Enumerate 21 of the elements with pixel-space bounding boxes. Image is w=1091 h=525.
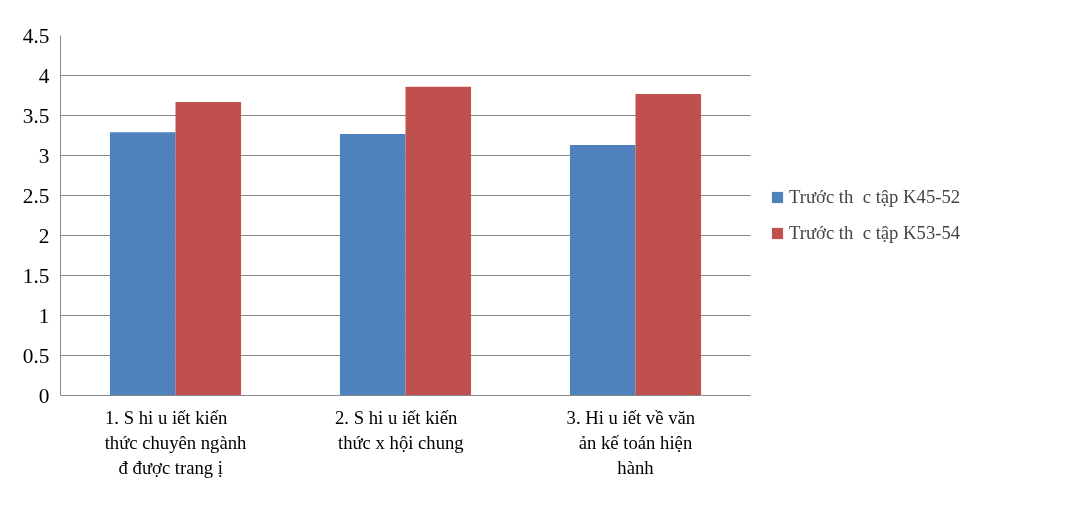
bar xyxy=(405,86,472,396)
y-tick-label: 1.5 xyxy=(22,263,50,288)
bar xyxy=(175,101,242,396)
x-tick-label: 2. S hi u iết kiến thức x hội chung xyxy=(335,406,464,453)
bar xyxy=(569,145,636,396)
y-tick-label: 2.5 xyxy=(22,183,50,208)
y-tick-label: 1 xyxy=(38,303,50,328)
y-tick-label: 2 xyxy=(38,223,50,248)
y-tick-label: 4 xyxy=(38,63,50,88)
legend-label: Trước th c tập K45-52 xyxy=(789,186,961,208)
bar xyxy=(339,133,406,396)
y-tick-label: 3 xyxy=(38,143,50,168)
y-tick-label: 3.5 xyxy=(22,103,50,128)
x-tick-label: 1. S hi u iết kiến thức chuyên ngành đ được trang ị xyxy=(104,406,248,478)
y-tick-label: 0.5 xyxy=(22,343,50,368)
legend-label: Trước th c tập K53-54 xyxy=(789,222,961,244)
y-tick-label: 4.5 xyxy=(22,23,50,48)
bar xyxy=(109,132,176,396)
bar xyxy=(635,93,702,396)
x-tick-label: 3. Hi u iết về văn ản kế toán hiện hành xyxy=(566,406,696,478)
y-tick-label: 0 xyxy=(38,383,50,408)
